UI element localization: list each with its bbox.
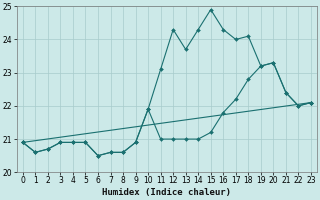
X-axis label: Humidex (Indice chaleur): Humidex (Indice chaleur) xyxy=(102,188,231,197)
